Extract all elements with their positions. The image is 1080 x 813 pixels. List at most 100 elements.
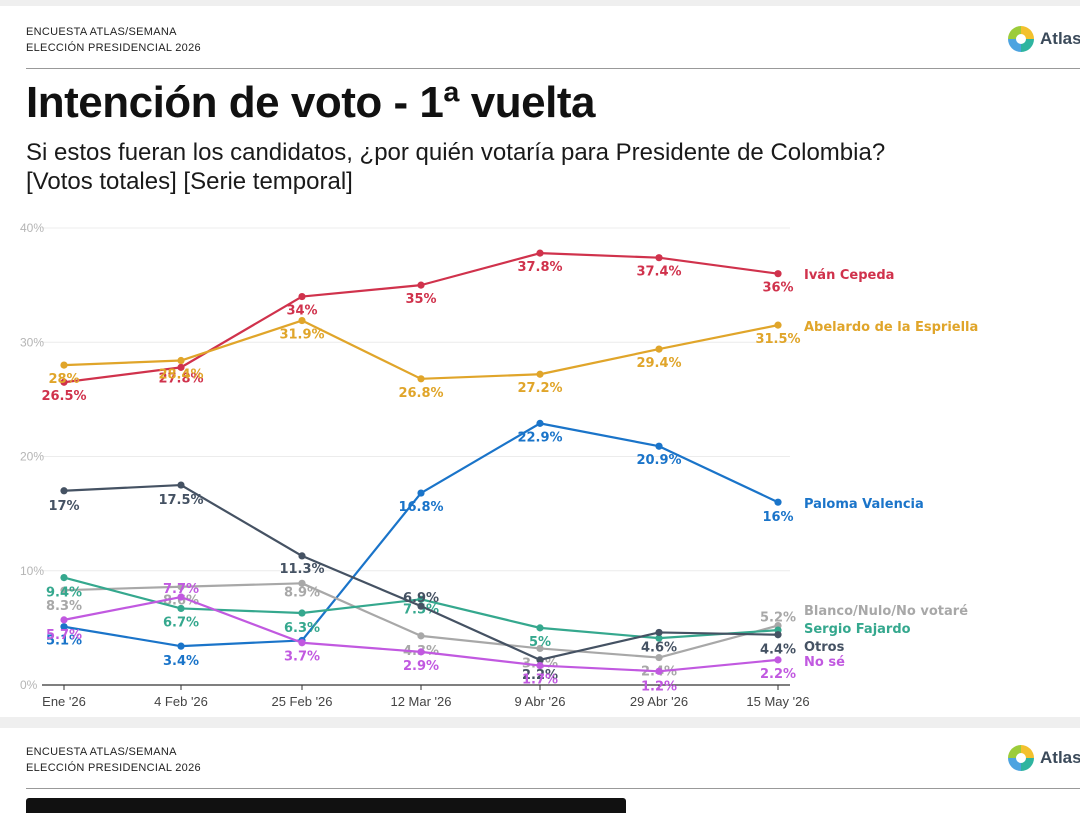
data-label: 2.2% (760, 667, 796, 682)
atlas-logo-icon (1008, 26, 1034, 52)
data-point (655, 667, 663, 675)
data-label: 8.9% (284, 585, 320, 600)
data-point (298, 579, 306, 587)
data-label: 36% (762, 281, 793, 296)
data-label: 37.8% (517, 260, 562, 275)
kicker-line-1: ENCUESTA ATLAS/SEMANA (26, 26, 177, 38)
data-point (298, 292, 306, 301)
data-label: 35% (405, 292, 436, 307)
x-tick-label: 15 May '26 (746, 694, 809, 709)
data-point (536, 656, 544, 664)
data-point (417, 281, 425, 289)
series-name-label: Blanco/Nulo/No votaré (804, 604, 968, 619)
data-point (177, 642, 185, 650)
data-label: 4.6% (641, 640, 677, 655)
atlas-logo-icon-2 (1008, 745, 1034, 771)
data-point (177, 481, 185, 489)
survey-kicker: ENCUESTA ATLAS/SEMANA ELECCIÓN PRESIDENC… (26, 24, 201, 56)
data-point (655, 653, 663, 662)
data-point (417, 595, 425, 603)
data-point (774, 270, 782, 278)
data-point (774, 321, 782, 329)
data-point (536, 419, 544, 427)
data-point (177, 356, 185, 365)
series-name-label: Sergio Fajardo (804, 622, 911, 637)
x-tick-label: 12 Mar '26 (390, 694, 451, 709)
y-tick-label: 10% (20, 564, 44, 578)
survey-kicker-2: ENCUESTA ATLAS/SEMANA ELECCIÓN PRESIDENC… (26, 744, 201, 776)
x-tick-label: 29 Abr '26 (630, 694, 688, 709)
data-label: 7.7% (163, 582, 199, 597)
data-point (60, 616, 68, 624)
data-point (417, 648, 425, 656)
x-tick-label: 4 Feb '26 (154, 694, 208, 709)
x-tick-label: Ene '26 (42, 694, 86, 709)
data-point (536, 644, 544, 653)
data-point (60, 487, 68, 495)
series-name-label: Abelardo de la Espriella (804, 320, 978, 335)
data-point (655, 634, 663, 642)
data-point (177, 363, 185, 371)
line-chart: 0% 10% 20% 30% 40% Ene '26 4 Feb '26 25 Feb '26… (20, 221, 978, 709)
atlas-logo-text-2: Atlas (1040, 748, 1080, 767)
data-label: 3.4% (163, 654, 199, 669)
subtitle-line-1: Si estos fueran los candidatos, ¿por qui… (26, 139, 886, 166)
data-point (536, 661, 544, 670)
chart-card: ENCUESTA ATLAS/SEMANA ELECCIÓN PRESIDENC… (0, 6, 1080, 717)
data-label: 28% (48, 372, 79, 387)
data-point (655, 628, 663, 637)
data-point (536, 249, 544, 257)
data-point (177, 604, 185, 613)
series-name-label: No sé (804, 655, 845, 670)
data-label: 26.5% (41, 389, 86, 404)
data-point (60, 586, 68, 594)
y-tick-label: 20% (20, 450, 44, 464)
data-label: 34% (286, 304, 317, 319)
data-label: 26.8% (398, 386, 443, 401)
data-point (655, 254, 663, 262)
data-label: 5.1% (46, 634, 82, 649)
data-label: 5.7% (46, 628, 82, 643)
atlas-logo-2: Atlas (1008, 745, 1080, 771)
data-label: 29.4% (636, 356, 681, 371)
data-label: 5% (529, 635, 551, 650)
data-label: 16% (762, 510, 793, 525)
data-label: 9.4% (46, 586, 82, 601)
data-label: 31.5% (755, 332, 800, 347)
data-point (60, 378, 68, 386)
data-point (60, 361, 68, 369)
data-label: 20.9% (636, 453, 681, 468)
data-point (774, 631, 782, 639)
data-point (298, 316, 306, 325)
series-name-label: Otros (804, 640, 845, 655)
data-label: 28.4% (158, 368, 203, 383)
data-point (536, 624, 544, 632)
data-point (536, 370, 544, 378)
data-point (655, 345, 663, 353)
data-point (655, 442, 663, 450)
x-tick-label: 9 Abr '26 (515, 694, 566, 709)
data-label: 7.5% (403, 602, 439, 617)
data-point (298, 552, 306, 560)
data-label: 1.7% (522, 673, 558, 688)
kicker-line-2: ELECCIÓN PRESIDENCIAL 2026 (26, 42, 201, 54)
data-point (774, 498, 782, 506)
data-label: 1.2% (641, 679, 677, 694)
data-label: 17% (48, 499, 79, 514)
data-label: 2.9% (403, 659, 439, 674)
data-label: 3.7% (284, 650, 320, 665)
y-tick-label: 0% (20, 678, 38, 692)
header-divider (26, 68, 1080, 69)
atlas-logo: Atlas (1008, 26, 1080, 52)
series-name-label: Iván Cepeda (804, 268, 894, 283)
data-label: 6.7% (163, 615, 199, 630)
data-point (417, 632, 425, 640)
data-label: 8.3% (46, 599, 82, 614)
y-tick-label: 30% (20, 335, 44, 349)
data-label: 4.4% (760, 643, 796, 658)
header-divider-2 (26, 788, 1080, 789)
data-label: 5.2% (760, 611, 796, 626)
subtitle-line-2: [Votos totales] [Serie temporal] (26, 168, 353, 195)
data-label: 31.9% (279, 328, 324, 343)
page-title: Intención de voto - 1ª vuelta (26, 78, 595, 127)
